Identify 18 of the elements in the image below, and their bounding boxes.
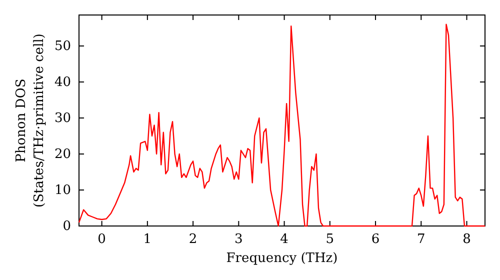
x-tick-label: 7 — [416, 232, 426, 248]
y-tick-label: 10 — [54, 183, 71, 198]
x-axis-title: Frequency (THz) — [226, 251, 338, 266]
x-tick-label: 3 — [234, 232, 243, 248]
x-tick-label: 0 — [98, 232, 106, 248]
x-tick-label: 1 — [143, 232, 152, 248]
x-tick-label: 2 — [188, 232, 198, 248]
x-tick-label: 6 — [371, 232, 380, 248]
x-tick-label: 4 — [280, 232, 288, 248]
y-tick-label: 40 — [54, 75, 71, 90]
y-tick-label: 0 — [62, 219, 71, 234]
y-tick-label: 20 — [54, 147, 71, 162]
y-axis-title: Phonon DOS (States/THz·primitive cell) — [14, 33, 47, 208]
y-tick-label: 50 — [54, 39, 71, 54]
y-tick-label: 30 — [54, 111, 71, 126]
line-series — [78, 24, 486, 227]
x-tick-label: 5 — [326, 232, 334, 248]
x-tick-label: 8 — [462, 232, 471, 248]
